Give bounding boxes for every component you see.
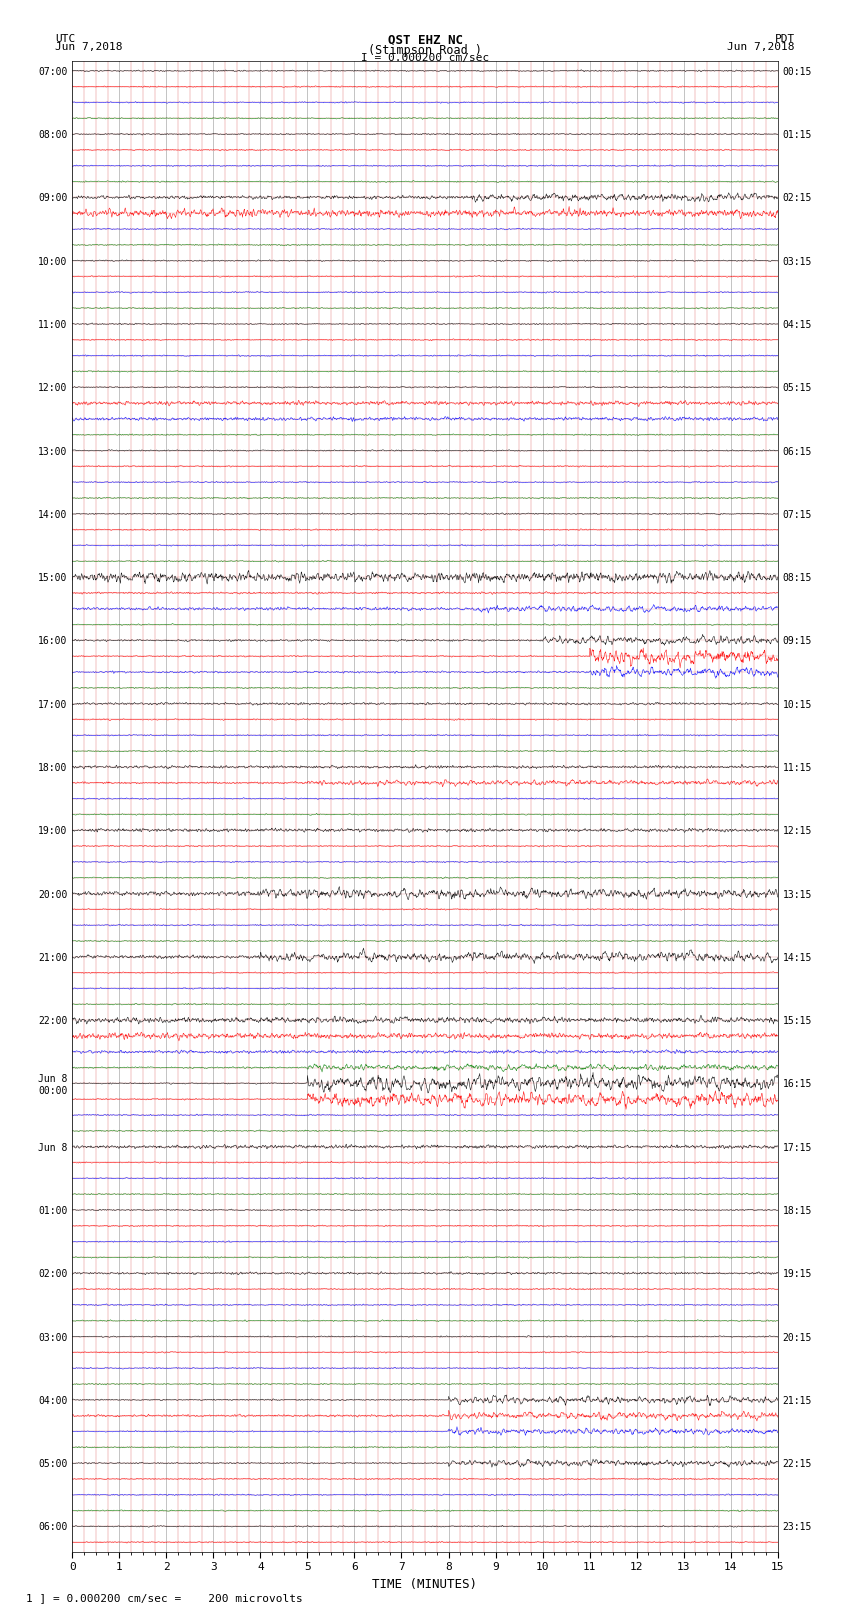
Text: 1 ] = 0.000200 cm/sec =    200 microvolts: 1 ] = 0.000200 cm/sec = 200 microvolts xyxy=(26,1594,303,1603)
Text: I = 0.000200 cm/sec: I = 0.000200 cm/sec xyxy=(361,53,489,63)
Text: UTC: UTC xyxy=(55,34,76,44)
X-axis label: TIME (MINUTES): TIME (MINUTES) xyxy=(372,1578,478,1590)
Text: PDT: PDT xyxy=(774,34,795,44)
Text: Jun 7,2018: Jun 7,2018 xyxy=(55,42,122,52)
Text: Jun 7,2018: Jun 7,2018 xyxy=(728,42,795,52)
Text: OST EHZ NC: OST EHZ NC xyxy=(388,34,462,47)
Text: (Stimpson Road ): (Stimpson Road ) xyxy=(368,44,482,56)
